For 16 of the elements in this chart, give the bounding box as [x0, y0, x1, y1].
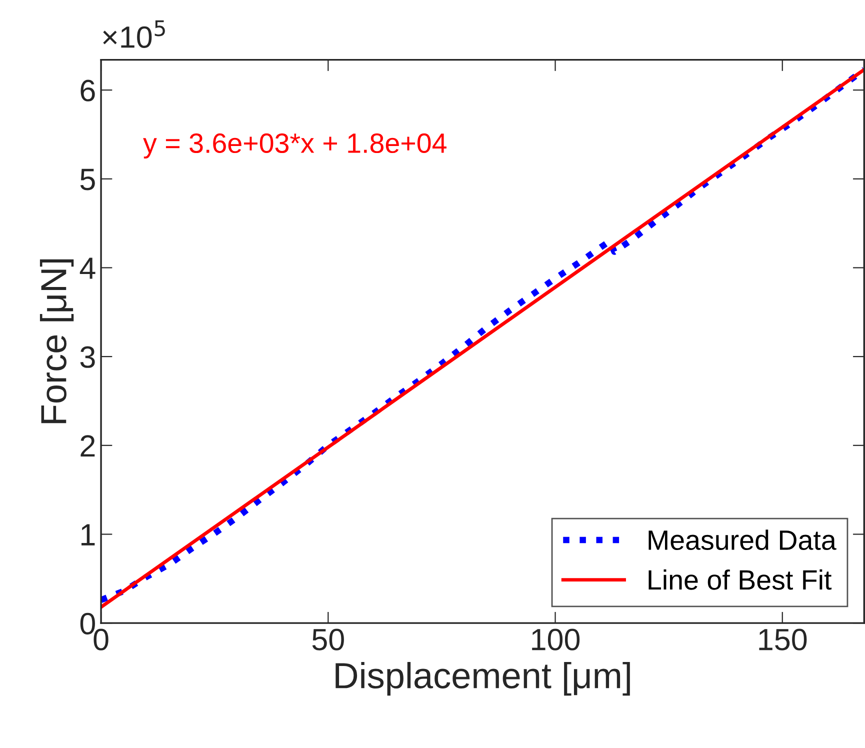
y-tick-label: 4 — [80, 258, 96, 279]
annotation: y = 3.6e+03*x + 1.8e+04 — [143, 133, 446, 159]
x-axis-title: Displacement [μm] — [336, 662, 630, 696]
x-tick-label: 50 — [312, 628, 344, 650]
y-tick-label: 1 — [82, 524, 95, 546]
legend-label: Measured Data — [648, 530, 836, 550]
y-tick-label: 3 — [80, 346, 95, 368]
y-axis-title: Force [μN] — [40, 259, 74, 424]
y-tick-label: 6 — [80, 80, 95, 102]
x-tick-label: 100 — [532, 628, 580, 650]
text: ×10$^{5}$ — [103, 20, 165, 48]
x-tick-label: 150 — [759, 628, 807, 650]
y-tick-label: 2 — [80, 435, 95, 456]
legend-label: Line of Best Fit — [648, 569, 832, 590]
y-tick-label: 0 — [80, 612, 95, 634]
y-tick-label: 5 — [80, 168, 95, 190]
